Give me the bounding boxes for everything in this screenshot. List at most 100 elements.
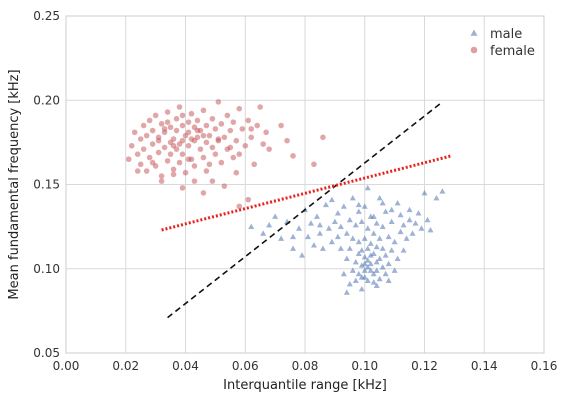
male-point	[340, 270, 347, 277]
male-point	[313, 213, 320, 219]
female-point	[266, 146, 272, 152]
male-point	[367, 260, 374, 267]
male-point	[373, 259, 380, 265]
male-point	[382, 252, 389, 258]
male-point	[388, 206, 395, 213]
female-point	[179, 122, 186, 129]
y-tick-label: 0.05	[33, 346, 60, 360]
male-point	[388, 218, 395, 224]
female-point	[170, 142, 177, 149]
male-point	[343, 255, 350, 262]
male-point	[299, 252, 306, 258]
male-point	[304, 233, 311, 240]
female-point	[170, 166, 177, 173]
x-tick-label: 0.14	[471, 359, 498, 373]
female-point	[137, 161, 144, 168]
female-point	[245, 196, 252, 203]
male-point	[361, 203, 368, 209]
male-point	[403, 235, 410, 241]
female-point	[134, 151, 141, 157]
legend-item-female: female	[470, 44, 535, 59]
female-point	[209, 144, 216, 151]
x-tick-label: 0.04	[172, 359, 199, 373]
male-point	[364, 257, 371, 263]
x-tick-label: 0.10	[351, 359, 378, 373]
male-point	[421, 189, 428, 196]
male-point	[424, 216, 431, 223]
male-point	[352, 277, 359, 283]
male-point	[370, 270, 377, 277]
female-point	[230, 154, 237, 161]
male-point	[346, 245, 353, 251]
male-point	[352, 221, 359, 228]
male-point	[400, 221, 407, 228]
y-tick-label: 0.10	[33, 262, 60, 276]
female-point	[242, 142, 249, 149]
male-point	[331, 218, 338, 224]
female-point	[236, 203, 243, 210]
female-point	[209, 178, 216, 184]
female-point	[155, 137, 162, 144]
male-point	[367, 240, 374, 246]
female-point	[161, 126, 168, 132]
male-point	[355, 270, 362, 277]
male-point	[346, 280, 353, 287]
female-point	[179, 185, 186, 191]
female-point	[212, 126, 219, 132]
male-point	[355, 250, 362, 256]
male-point	[364, 264, 371, 270]
female-point	[134, 168, 141, 174]
female-point	[251, 161, 258, 168]
fit-lines	[161, 101, 452, 319]
male-point	[385, 277, 392, 283]
plot-frame	[65, 15, 545, 354]
male-point	[406, 216, 413, 223]
male-point	[355, 238, 362, 245]
female-point	[173, 115, 180, 122]
female-point	[245, 117, 252, 124]
female-point	[221, 134, 228, 141]
female-point	[170, 171, 177, 178]
female-point	[158, 178, 165, 184]
female-point	[131, 129, 138, 136]
male-point	[337, 223, 344, 230]
female-point	[146, 154, 153, 161]
legend-item-male: male	[470, 27, 522, 42]
female-point	[197, 146, 204, 152]
female-point	[125, 156, 132, 163]
x-tick-label: 0.16	[531, 359, 558, 373]
male-point	[322, 201, 329, 208]
male-point	[373, 243, 380, 250]
male-point	[355, 208, 362, 214]
male-point	[346, 216, 353, 223]
female-point	[215, 137, 222, 144]
female-point	[161, 144, 168, 151]
male-point	[316, 230, 323, 236]
female-point	[158, 173, 165, 179]
female-point	[200, 190, 207, 196]
female-point	[164, 109, 171, 115]
y-tick-label: 0.20	[33, 93, 60, 107]
female-point	[284, 137, 290, 144]
female-point	[209, 115, 216, 122]
male-point	[349, 194, 356, 201]
female-point	[185, 156, 192, 163]
male-point	[373, 267, 380, 273]
female-point	[143, 168, 150, 174]
dashed-line	[167, 101, 443, 319]
female-point	[224, 112, 231, 119]
x-axis-label: Interquantile range [kHz]	[223, 378, 387, 393]
male-point	[361, 274, 368, 280]
male-point	[361, 267, 368, 273]
female-point	[236, 151, 243, 157]
female-point	[149, 127, 156, 134]
female-point	[185, 119, 192, 125]
female-point	[206, 161, 213, 168]
male-point	[367, 267, 374, 273]
female-point	[290, 153, 296, 159]
female-point	[188, 136, 195, 142]
female-point	[179, 112, 186, 119]
male-point	[364, 245, 371, 251]
female-point	[221, 183, 228, 189]
male-point	[397, 211, 404, 218]
